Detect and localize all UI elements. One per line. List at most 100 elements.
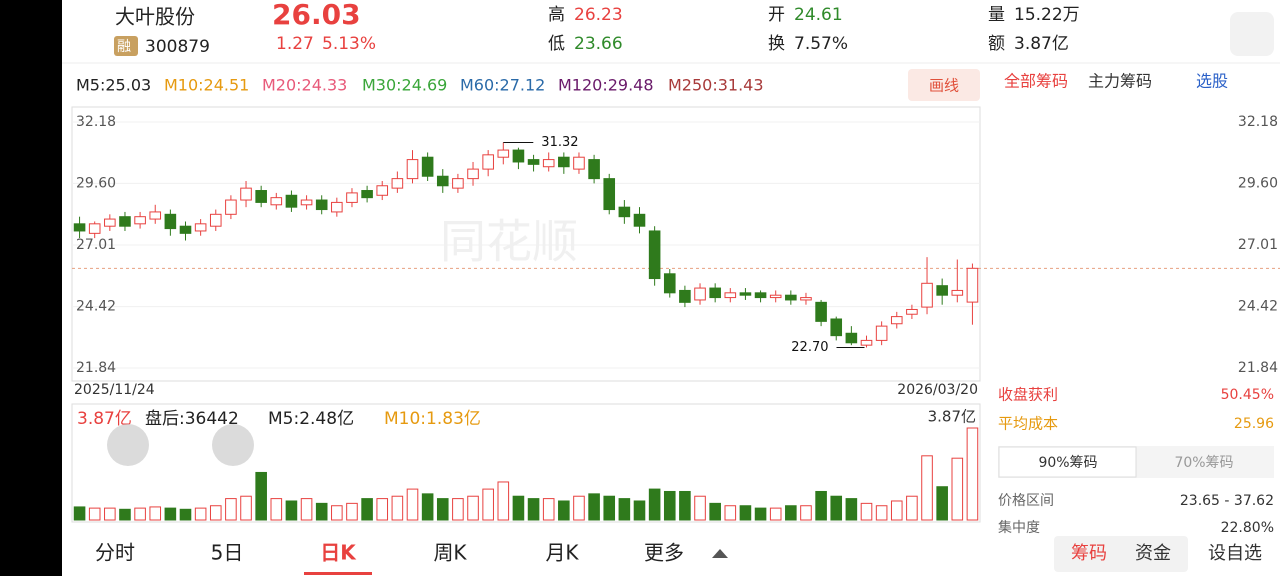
- volume-bar: [73, 506, 86, 521]
- volume-bar: [497, 481, 510, 521]
- volume-bar: [512, 495, 525, 521]
- chip-tab[interactable]: 主力筹码: [1088, 72, 1152, 91]
- candle-body: [527, 159, 540, 165]
- volume-bar: [527, 498, 540, 521]
- y-tick-label: 32.18: [76, 114, 116, 130]
- volume-bar: [134, 507, 146, 521]
- candle-body: [906, 308, 918, 315]
- ma-label: M5:25.03: [76, 76, 151, 95]
- bottom-tab[interactable]: 月K: [545, 541, 579, 565]
- candle-body: [376, 185, 389, 196]
- bottom-tab[interactable]: 日K: [320, 541, 357, 565]
- volume-bar: [255, 471, 267, 521]
- candle-body: [603, 178, 616, 211]
- candle-body: [164, 213, 177, 230]
- volume-bar: [966, 427, 979, 521]
- volume-bar: [618, 498, 631, 521]
- candle-body: [739, 292, 752, 296]
- candle-body: [88, 223, 101, 234]
- draw-button[interactable]: [908, 69, 980, 101]
- tab-active[interactable]: [998, 446, 1137, 478]
- y-tick-label: 27.01: [76, 237, 116, 253]
- candle-body: [512, 149, 525, 163]
- volume-bar: [179, 508, 192, 521]
- candle-body: [769, 294, 782, 299]
- candle-body: [73, 223, 86, 232]
- candle-body: [331, 201, 343, 213]
- volume-bar: [88, 507, 101, 521]
- bottom-tab[interactable]: 周K: [433, 541, 467, 565]
- volume-bar: [588, 493, 600, 521]
- panel-tab[interactable]: 90%筹码: [1038, 454, 1097, 471]
- badge-bg: [114, 36, 138, 56]
- candle-body: [875, 325, 888, 341]
- candle-body: [285, 194, 298, 208]
- ma-label: M20:24.33: [262, 76, 347, 95]
- bottom-tab[interactable]: 分时: [95, 541, 135, 565]
- candle-body: [225, 199, 237, 215]
- volume-bar: [709, 502, 721, 521]
- volume-bar: [285, 500, 298, 521]
- more-arrow: [712, 549, 728, 558]
- volume-bar: [573, 495, 585, 521]
- code: 300879: [145, 37, 210, 57]
- volume-bar: [951, 457, 964, 521]
- candle-body: [346, 192, 358, 203]
- volume-max: 3.87亿: [928, 408, 976, 426]
- stat-value: 24.61: [794, 5, 843, 25]
- annotation: 22.70: [791, 340, 828, 355]
- next-button[interactable]: [212, 424, 254, 466]
- candle-body: [467, 168, 479, 180]
- candle-body: [724, 292, 737, 299]
- annotation: 31.32: [541, 135, 578, 150]
- candle-body: [270, 197, 283, 206]
- candle-body: [830, 318, 843, 337]
- candle-body: [754, 292, 767, 299]
- candle-body: [890, 316, 903, 325]
- bottom-action[interactable]: 资金: [1135, 543, 1171, 564]
- volume-bar: [921, 455, 933, 521]
- volume-label: M5:2.48亿: [268, 409, 354, 429]
- volume-bar: [648, 488, 661, 521]
- stat-value: 3.87亿: [1014, 34, 1069, 54]
- volume-bar: [240, 495, 252, 521]
- candle-body: [800, 297, 812, 301]
- candle-body: [936, 285, 948, 296]
- volume-bar: [739, 505, 752, 521]
- prev-button[interactable]: [107, 424, 149, 466]
- bottom-action[interactable]: 筹码: [1071, 543, 1107, 564]
- candle-body: [679, 289, 691, 303]
- bottom-tab[interactable]: 更多: [644, 541, 684, 565]
- volume-label: M10:1.83亿: [384, 409, 481, 429]
- stat-label: 换: [768, 34, 785, 54]
- range-value: 23.65 - 37.62: [1180, 493, 1274, 509]
- panel-label: 平均成本: [998, 415, 1058, 433]
- volume-bar: [815, 490, 827, 521]
- ma-label: M120:29.48: [558, 76, 654, 95]
- bottom-tab[interactable]: 5日: [211, 541, 244, 565]
- price-frame: [71, 106, 981, 382]
- volume-bar: [860, 502, 873, 521]
- candle-body: [497, 149, 510, 158]
- panel-tab[interactable]: 70%筹码: [1174, 454, 1233, 471]
- badge: 融: [117, 39, 131, 55]
- x-end: 2026/03/20: [897, 382, 978, 398]
- ma-label: M30:24.69: [362, 76, 447, 95]
- bottom-action[interactable]: 设自选: [1208, 543, 1262, 564]
- volume-label: 盘后:36442: [145, 409, 239, 429]
- menu-button[interactable]: [1230, 12, 1274, 56]
- tab-underline: [304, 572, 372, 575]
- volume-bar: [875, 505, 888, 521]
- chip-tab[interactable]: 全部筹码: [1004, 72, 1068, 91]
- y-tick-label: 24.42: [76, 299, 116, 315]
- action-box: [1054, 536, 1188, 572]
- candle-body: [482, 154, 494, 170]
- stock-name: 大叶股份: [115, 5, 195, 29]
- y-tick-label: 29.60: [76, 175, 116, 191]
- stat-value: 15.22万: [1014, 5, 1080, 25]
- candle-body: [391, 178, 404, 189]
- candle-body: [709, 287, 721, 299]
- chip-tab[interactable]: 选股: [1196, 72, 1228, 91]
- candle-body: [255, 190, 267, 203]
- volume-bar: [119, 508, 131, 521]
